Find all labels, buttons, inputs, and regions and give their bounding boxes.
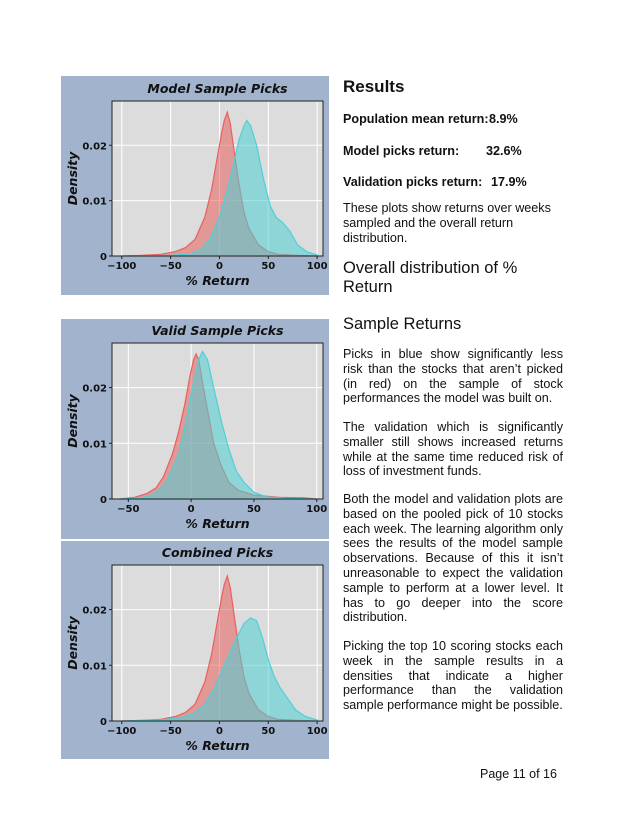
chart-panel-combined: Combined Picks −100 −50 0 50 100 0 0.01 0.02 % Re… <box>61 540 329 759</box>
y-axis-label: Density <box>65 151 80 205</box>
paragraph-2: The validation which is significantly sm… <box>343 420 563 479</box>
results-heading: Results <box>343 77 405 96</box>
x-tick-label: 0 <box>216 261 223 272</box>
model-value: 32.6% <box>486 144 522 158</box>
x-tick-label: 50 <box>247 504 261 515</box>
x-axis-label: % Return <box>185 738 249 753</box>
x-axis-label: % Return <box>185 516 249 531</box>
x-tick-label: 50 <box>261 261 275 272</box>
y-axis-label: Density <box>65 393 80 447</box>
y-tick-label: 0 <box>100 252 107 263</box>
density-area-series-1 <box>119 350 317 500</box>
chart-panel-model: Model Sample Picks −100 −50 0 50 100 0 0.01 0.02… <box>61 76 329 295</box>
x-tick-label: 100 <box>307 261 328 272</box>
y-tick-label: 0.02 <box>82 141 107 152</box>
y-tick-label: 0.01 <box>82 661 107 672</box>
validation-picks-return: Validation picks return: 17.9% <box>343 175 565 189</box>
chart-title: Valid Sample Picks <box>151 323 283 338</box>
model-label: Model picks return: <box>343 144 460 158</box>
page-number: Page 11 of 16 <box>480 767 557 781</box>
model-picks-return: Model picks return: 32.6% <box>343 144 565 158</box>
validation-value: 17.9% <box>491 175 527 189</box>
chart-model-sample-picks: Model Sample Picks −100 −50 0 50 100 0 0.01 0.02… <box>65 81 328 288</box>
chart-title: Combined Picks <box>162 545 273 560</box>
x-tick-label: 50 <box>261 726 275 737</box>
y-tick-label: 0.01 <box>82 439 107 450</box>
density-area-series-1 <box>121 119 318 257</box>
y-tick-label: 0.02 <box>82 606 107 617</box>
chart-combined-picks: Combined Picks −100 −50 0 50 100 0 0.01 0.02 % Re… <box>65 545 328 753</box>
x-tick-label: −50 <box>117 504 139 515</box>
chart-panel-valid: Valid Sample Picks −50 0 50 100 0 0.01 0.02 % Re… <box>61 319 329 539</box>
population-mean-return: Population mean return: 8.9% <box>343 112 565 126</box>
x-tick-label: −50 <box>159 261 181 272</box>
x-tick-label: −100 <box>107 726 136 737</box>
plot-frame <box>111 564 324 722</box>
x-tick-label: 100 <box>307 726 328 737</box>
x-tick-label: 100 <box>306 504 327 515</box>
x-tick-label: −50 <box>159 726 181 737</box>
population-value: 8.9% <box>489 112 518 126</box>
validation-label: Validation picks return: <box>343 175 483 189</box>
y-tick-label: 0.02 <box>82 384 107 395</box>
paragraph-3: Both the model and validation plots are … <box>343 492 563 625</box>
paragraph-4: Picking the top 10 scoring stocks each w… <box>343 639 563 713</box>
x-tick-label: 0 <box>216 726 223 737</box>
chart-valid-sample-picks: Valid Sample Picks −50 0 50 100 0 0.01 0.02 % Re… <box>65 323 327 531</box>
density-area-series-1 <box>121 617 318 722</box>
results-intro: These plots show returns over weeks samp… <box>343 201 551 245</box>
y-tick-label: 0.01 <box>82 197 107 208</box>
population-label: Population mean return: <box>343 112 489 126</box>
x-tick-label: 0 <box>188 504 195 515</box>
sample-returns-heading: Sample Returns <box>343 315 462 333</box>
x-axis-label: % Return <box>185 273 249 288</box>
chart-title: Model Sample Picks <box>147 81 287 96</box>
plot-frame <box>111 342 324 500</box>
x-tick-label: −100 <box>107 261 136 272</box>
y-axis-label: Density <box>65 615 80 669</box>
y-tick-label: 0 <box>100 495 107 506</box>
plot-frame <box>111 100 324 257</box>
y-tick-label: 0 <box>100 717 107 728</box>
overall-distribution-heading: Overall distribution of % Return <box>343 259 518 296</box>
paragraph-1: Picks in blue show significantly less ri… <box>343 347 563 406</box>
